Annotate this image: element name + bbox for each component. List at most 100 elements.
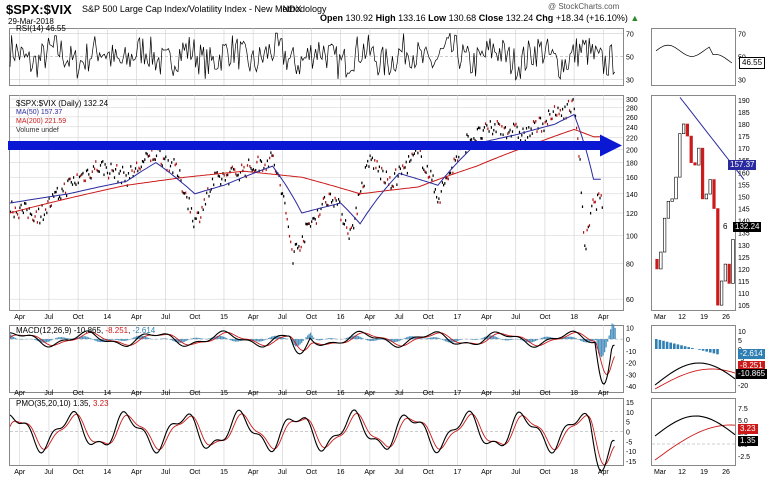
macd-xaxis-label-12: Apr	[364, 390, 376, 397]
macd-hist-bar	[359, 336, 361, 340]
xaxis-label-11: 16	[337, 314, 345, 321]
macd-hist-bar	[400, 339, 402, 341]
macd-hist-bar	[386, 339, 388, 341]
price-mark	[312, 217, 314, 220]
macd-hist-bar	[491, 335, 493, 340]
low-label: Low	[428, 13, 447, 23]
macd-hist-bar	[409, 336, 411, 340]
price-mark	[118, 172, 120, 175]
price-mark	[193, 225, 195, 229]
price-mark	[496, 120, 498, 123]
macd-hist-bar	[272, 336, 274, 340]
price-mark	[319, 213, 321, 216]
price-mark	[592, 198, 594, 201]
price-mark	[345, 219, 347, 222]
pmo-signal-line	[9, 412, 615, 466]
price-mark	[413, 152, 415, 155]
macd-hist-bar	[284, 338, 286, 340]
chg-label: Chg	[535, 13, 554, 23]
macd-value-badge: -10.865	[736, 369, 768, 379]
price-mark	[595, 208, 598, 211]
macd-hist-bar	[377, 339, 379, 341]
price-mark	[577, 137, 579, 140]
macd-hist-bar	[46, 339, 48, 343]
price-mark	[179, 169, 181, 172]
price-mark	[391, 184, 393, 188]
price-mark	[75, 183, 77, 186]
price-mark	[180, 179, 182, 182]
price-mark	[68, 177, 70, 181]
macd-hist-bar	[355, 335, 357, 340]
price-mark	[299, 249, 301, 252]
price-mark	[429, 175, 431, 179]
price-mark	[89, 176, 91, 179]
price-mark	[543, 129, 545, 133]
price-mark	[38, 207, 40, 211]
macd-hist-bar	[143, 336, 145, 340]
price-mark	[34, 215, 36, 218]
price-mark	[529, 134, 531, 138]
ohlc-readout: Open 130.92 High 133.16 Low 130.68 Close…	[320, 14, 639, 23]
macd-hist-bar	[197, 337, 199, 340]
macd-hist-bar	[200, 338, 202, 340]
price-mark	[346, 226, 348, 229]
price-mark	[200, 216, 202, 219]
price-mark	[120, 181, 123, 185]
chart-exchange: INDX	[280, 4, 302, 14]
price-mark	[194, 217, 196, 220]
price-mark	[113, 176, 116, 179]
price-mark	[573, 107, 575, 111]
price-mark	[283, 195, 285, 198]
macd-hist-bar	[374, 339, 376, 341]
price-mark	[102, 160, 104, 163]
detail-candle-4	[670, 198, 674, 202]
price-mark	[237, 173, 239, 177]
macd-hist-bar	[415, 336, 417, 340]
macd-hist-bar	[185, 339, 187, 342]
price-mark	[174, 163, 176, 167]
price-mark	[196, 211, 198, 215]
price-mark	[500, 133, 502, 136]
price-mark	[267, 165, 270, 169]
price-mark	[300, 245, 302, 249]
price-legend-ma200: MA(200) 221.59	[16, 118, 67, 125]
macd-xaxis-label-8: Apr	[248, 390, 260, 397]
detail-candle-6	[678, 133, 682, 178]
macd-hist-bar	[610, 329, 612, 340]
price-mark	[476, 127, 478, 131]
macd-hist-bar	[121, 339, 123, 341]
price-mark	[227, 173, 229, 177]
price-mark	[481, 137, 483, 140]
price-mark	[326, 203, 328, 207]
price-mark	[67, 179, 69, 183]
price-mark	[81, 173, 83, 176]
price-detail-tick-14: 120	[738, 267, 750, 274]
price-detail-tick-8: 150	[738, 194, 750, 201]
detail-candle-19	[727, 263, 731, 284]
macd-hist-bar	[404, 337, 406, 340]
macd-hist-bar	[370, 339, 372, 342]
macd-xaxis-label-18: Oct	[539, 390, 550, 397]
price-mark	[550, 117, 552, 121]
price-mark	[119, 169, 121, 173]
price-mark	[341, 213, 343, 216]
price-mark	[183, 192, 186, 195]
rsi-legend: RSI(14) 46.55	[16, 24, 66, 33]
close-value: 132.24	[505, 13, 534, 23]
macd-hist-bar	[47, 339, 49, 342]
macd-hist-bar	[181, 339, 183, 343]
macd-hist-bar	[112, 339, 114, 340]
macd-hist-bar	[550, 337, 552, 340]
price-mark	[495, 130, 497, 134]
price-mark	[492, 132, 494, 136]
macd-hist-bar	[563, 337, 565, 340]
price-mark	[525, 127, 528, 130]
price-mark	[398, 165, 400, 169]
macd-detail-line	[654, 362, 736, 386]
price-mark	[471, 138, 473, 141]
price-mark	[360, 190, 362, 193]
macd-hist-bar	[262, 339, 264, 341]
price-mark	[173, 158, 175, 161]
price-detail-tick-3: 175	[738, 134, 750, 141]
macd-xaxis-label-17: Jul	[511, 390, 520, 397]
